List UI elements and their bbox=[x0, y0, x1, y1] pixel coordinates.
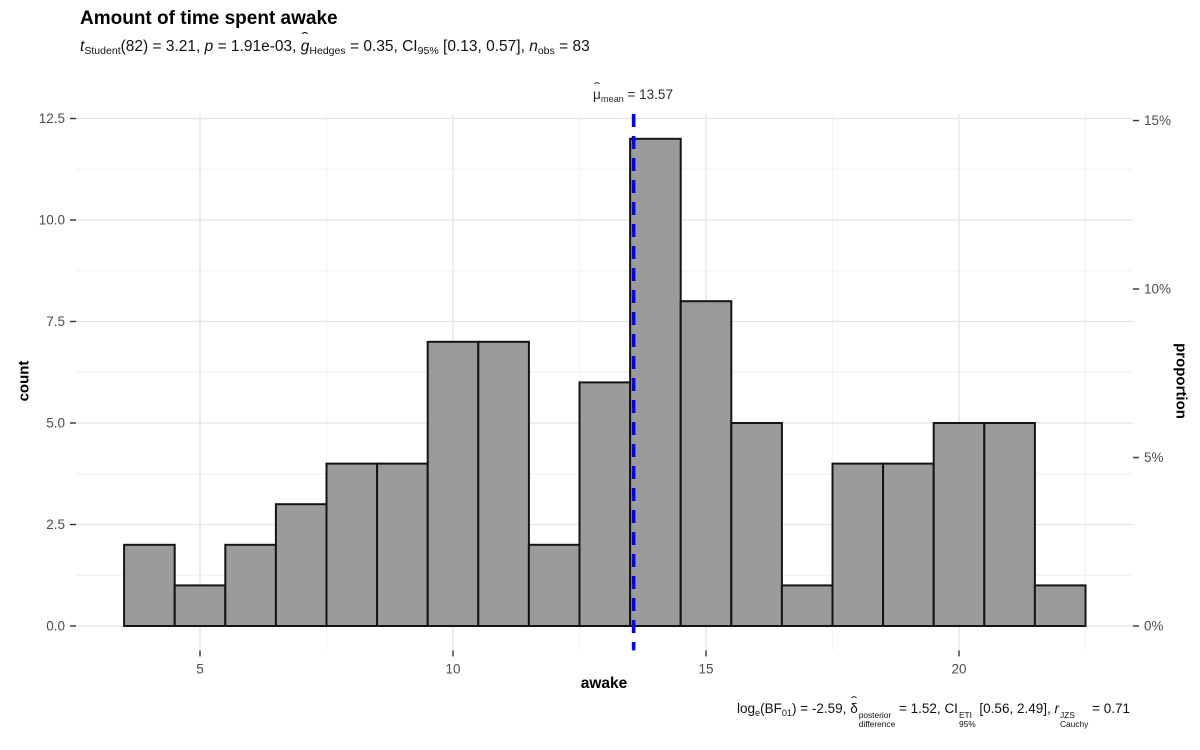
text-run: r JZS Cauchy bbox=[1054, 701, 1089, 730]
text-run: = 1.91e-03, bbox=[213, 38, 301, 55]
histogram-bar bbox=[730, 422, 783, 627]
histogram-bar bbox=[376, 462, 429, 627]
y-left-tick-label: 10.0 bbox=[39, 213, 65, 228]
histogram-bar bbox=[123, 543, 176, 627]
stacked-scripts: posterior difference bbox=[858, 710, 896, 730]
histogram-bar bbox=[274, 503, 328, 628]
histogram-bar bbox=[679, 300, 733, 627]
histogram-bar bbox=[426, 340, 480, 627]
y-right-tick-label: 10% bbox=[1144, 282, 1171, 297]
text-run: = 0.35, CI bbox=[345, 38, 418, 55]
histogram-bar bbox=[629, 137, 682, 628]
text-run: log bbox=[736, 701, 755, 716]
histogram-bar bbox=[882, 462, 935, 627]
text-run: t bbox=[80, 38, 85, 55]
histogram-bar bbox=[325, 462, 379, 627]
text-run: 01 bbox=[781, 707, 793, 718]
stacked-scripts: JZS Cauchy bbox=[1059, 710, 1089, 730]
text-run: = 83 bbox=[554, 38, 590, 55]
text-run: [0.56, 2.49], bbox=[975, 701, 1055, 716]
text-run: ) = -2.59, bbox=[792, 701, 851, 716]
x-tick-label: 15 bbox=[698, 661, 713, 676]
text-run: [0.13, 0.57], bbox=[438, 38, 530, 55]
text-run: 95% bbox=[417, 45, 439, 58]
text-run: CI ETI 95% bbox=[944, 701, 976, 730]
histogram-bar bbox=[477, 340, 530, 627]
text-run: = 13.57 bbox=[623, 87, 673, 102]
y-left-tick-label: 7.5 bbox=[46, 314, 65, 329]
histogram-bar bbox=[831, 462, 885, 627]
histogram-bar bbox=[983, 422, 1036, 627]
x-tick-label: 10 bbox=[445, 661, 460, 676]
y-left-tick-label: 0.0 bbox=[46, 619, 65, 634]
histogram-bar bbox=[527, 543, 581, 627]
text-run: (82) = 3.21, bbox=[120, 38, 205, 55]
text-run: ˆ δ posterior difference bbox=[850, 693, 896, 730]
text-run: Student bbox=[84, 45, 121, 58]
x-axis-title: awake bbox=[580, 675, 628, 692]
histogram-bar bbox=[578, 381, 632, 627]
text-run: = 1.52, bbox=[895, 701, 945, 716]
text-run: obs bbox=[537, 45, 555, 58]
text-run: (BF bbox=[760, 701, 782, 716]
histogram-bar bbox=[1033, 584, 1087, 628]
hat-accent: ˆ bbox=[593, 79, 601, 94]
y-right-tick-label: 5% bbox=[1144, 450, 1164, 465]
chart-title: Amount of time spent awake bbox=[80, 8, 338, 29]
histogram-bar bbox=[173, 584, 227, 628]
histogram-bar bbox=[932, 422, 986, 627]
hat-accent: ˆ bbox=[850, 693, 858, 708]
chart-subtitle-frequentist-stats: tStudent(82) = 3.21, p = 1.91e-03, ˆ gHed… bbox=[80, 28, 590, 58]
text-run: n bbox=[529, 38, 538, 55]
y-axis-title-left: count bbox=[15, 360, 33, 402]
x-tick-label: 5 bbox=[196, 661, 204, 676]
x-tick-label: 20 bbox=[951, 661, 966, 676]
text-run: Hedges bbox=[309, 45, 346, 58]
text-run: p bbox=[204, 38, 214, 55]
text-run: mean bbox=[600, 93, 624, 104]
histogram-bar bbox=[780, 584, 834, 628]
y-left-tick-label: 5.0 bbox=[46, 416, 65, 431]
mean-annotation: ˆ μmean = 13.57 bbox=[593, 79, 673, 104]
stacked-scripts: ETI 95% bbox=[958, 710, 976, 730]
y-right-tick-label: 15% bbox=[1144, 113, 1171, 128]
chart-caption-bayesian-stats: loge(BF01) = -2.59, ˆ δ posterior differenc… bbox=[736, 693, 1130, 730]
text-run: = 0.71 bbox=[1088, 701, 1130, 716]
text-run: e bbox=[754, 707, 761, 718]
y-right-tick-label: 0% bbox=[1144, 619, 1164, 634]
y-axis-title-right: proportion bbox=[1172, 343, 1190, 419]
y-left-tick-label: 2.5 bbox=[46, 517, 65, 532]
y-left-tick-label: 12.5 bbox=[39, 111, 65, 126]
histogram-bar bbox=[224, 543, 277, 627]
hat-accent: ˆ bbox=[301, 28, 309, 45]
